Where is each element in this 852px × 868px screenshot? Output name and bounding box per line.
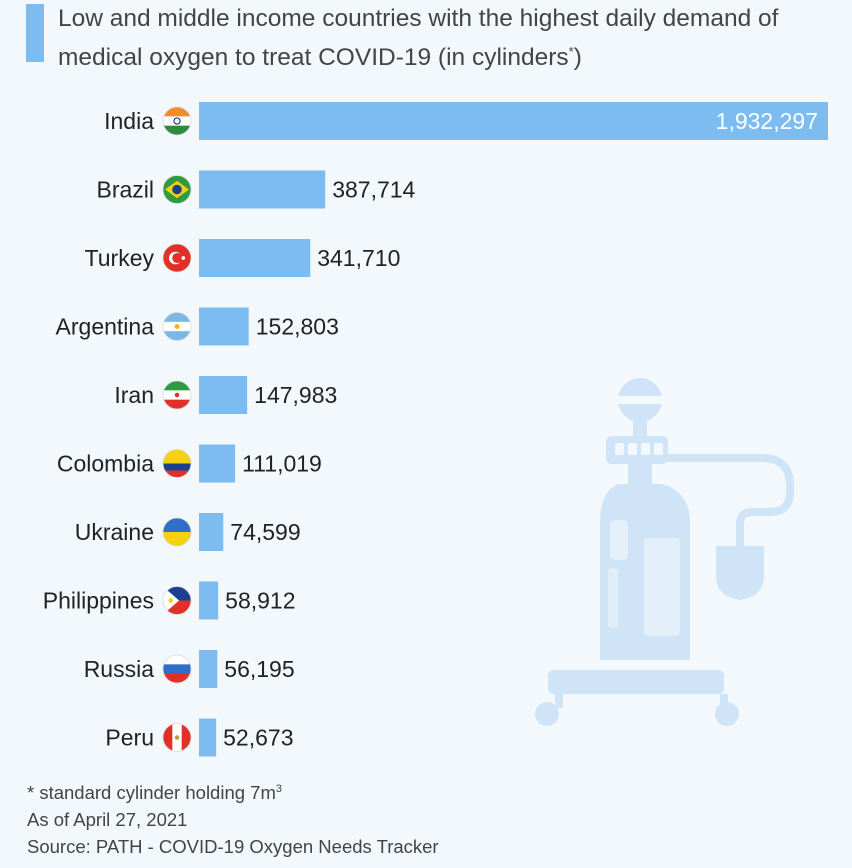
philippines-flag-icon (162, 586, 192, 615)
category-label: Russia (84, 656, 155, 682)
category-label: Argentina (56, 314, 155, 340)
category-label: Ukraine (75, 519, 154, 545)
category-label: Peru (105, 725, 154, 751)
india-flag-icon (162, 106, 192, 136)
brazil-flag-icon (162, 175, 192, 204)
data-label: 52,673 (223, 725, 293, 751)
data-label: 1,932,297 (716, 108, 818, 134)
category-label: Philippines (43, 588, 154, 614)
bar-turkey (199, 239, 311, 277)
peru-flag-icon (162, 723, 192, 752)
bar-brazil (199, 170, 326, 209)
bar-argentina (199, 307, 249, 346)
category-label: Turkey (85, 245, 155, 271)
chart-title: Low and middle income countries with the… (58, 5, 779, 72)
data-label: 111,019 (242, 451, 322, 477)
bar-russia (199, 650, 218, 688)
chart-footer: * standard cylinder holding 7m3 As of Ap… (27, 776, 827, 860)
data-label: 387,714 (332, 177, 415, 203)
data-label: 74,599 (230, 519, 300, 545)
data-label: 147,983 (254, 382, 337, 408)
category-label: India (104, 108, 154, 134)
category-label: Brazil (96, 177, 154, 203)
data-label: 152,803 (256, 314, 339, 340)
russia-flag-icon (162, 654, 192, 684)
category-label: Iran (114, 382, 154, 408)
bar-iran (199, 376, 248, 414)
data-label: 341,710 (317, 245, 400, 271)
bar-india (199, 102, 828, 140)
bar-philippines (199, 581, 219, 620)
bar-colombia (199, 444, 236, 483)
turkey-flag-icon (162, 243, 192, 273)
colombia-flag-icon (162, 449, 192, 478)
footnote: * standard cylinder holding 7m3 (27, 782, 282, 804)
bar-ukraine (199, 513, 224, 551)
oxygen-cylinder-icon (535, 378, 794, 726)
date-note: As of April 27, 2021 (27, 809, 188, 831)
data-label: 58,912 (225, 588, 295, 614)
source-note: Source: PATH - COVID-19 Oxygen Needs Tra… (27, 836, 439, 858)
category-label: Colombia (57, 451, 154, 477)
data-label: 56,195 (224, 656, 294, 682)
title-accent-bar (26, 4, 44, 62)
argentina-flag-icon (162, 312, 192, 341)
bar-peru (199, 718, 217, 757)
ukraine-flag-icon (162, 517, 192, 547)
iran-flag-icon (162, 380, 192, 410)
